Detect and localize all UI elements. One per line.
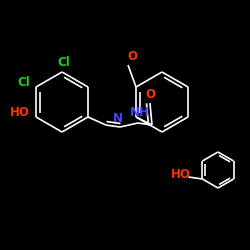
Text: Cl: Cl xyxy=(58,56,70,68)
Text: NH: NH xyxy=(130,106,150,120)
Text: HO: HO xyxy=(10,106,30,120)
Text: HO: HO xyxy=(170,168,190,181)
Text: Cl: Cl xyxy=(18,76,30,90)
Text: O: O xyxy=(145,88,155,101)
Text: N: N xyxy=(113,112,123,126)
Text: O: O xyxy=(127,50,137,62)
